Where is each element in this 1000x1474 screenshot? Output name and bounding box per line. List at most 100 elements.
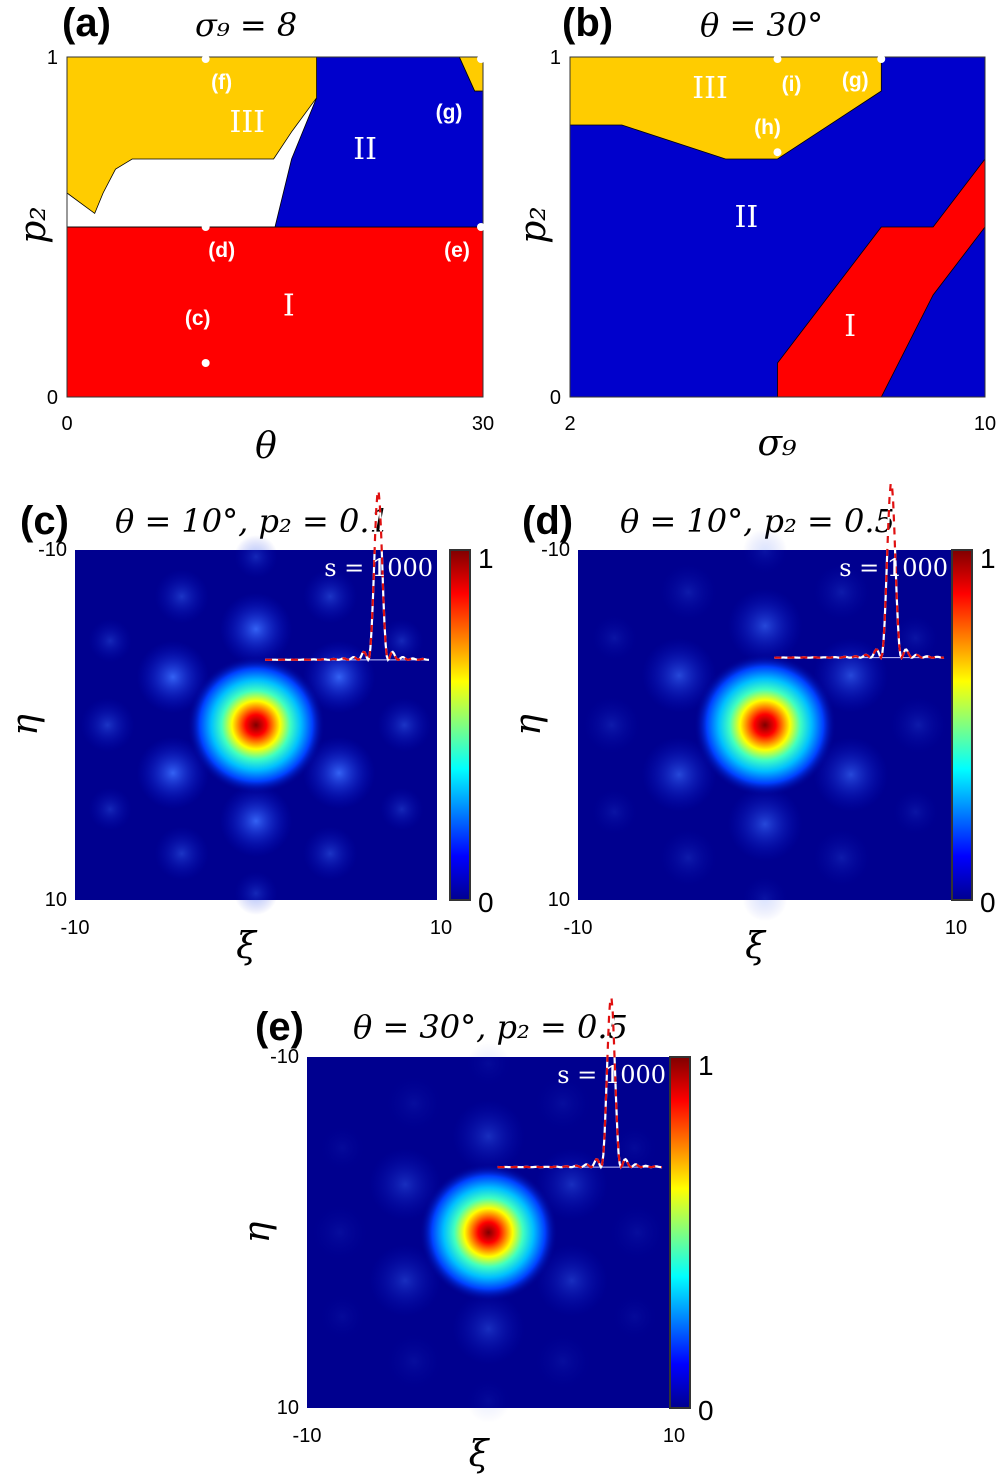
region-III-area bbox=[66, 56, 318, 215]
outer-lobe bbox=[660, 564, 717, 621]
panel-label: (a) bbox=[62, 1, 111, 45]
inset-profile-simulation bbox=[497, 995, 663, 1170]
point-label-f: (f) bbox=[211, 71, 232, 94]
region-III-label: III bbox=[229, 105, 265, 140]
marker-point-g bbox=[877, 55, 886, 63]
points-group: (i) (g) (h) bbox=[754, 55, 886, 157]
y-tick-min: 0 bbox=[550, 387, 561, 409]
y-tick-max: 10 bbox=[277, 1397, 299, 1419]
point-label-e: (e) bbox=[444, 239, 470, 262]
x-tick-min: 2 bbox=[564, 413, 575, 435]
outer-lobe bbox=[386, 1076, 442, 1131]
colorbar bbox=[951, 549, 973, 901]
panel-label: (b) bbox=[562, 1, 613, 45]
panel-label: (e) bbox=[255, 1005, 304, 1049]
outer-lobe bbox=[813, 564, 870, 621]
x-tick-min: 0 bbox=[61, 413, 72, 435]
outer-lobe bbox=[312, 1205, 367, 1260]
outer-lobe bbox=[320, 1295, 365, 1339]
outer-lobe bbox=[154, 826, 209, 881]
x-tick-min: -10 bbox=[61, 917, 90, 939]
outer-lobe bbox=[320, 1126, 365, 1170]
inset-scale-label: s = 1000 bbox=[557, 1061, 666, 1089]
x-tick-max: 30 bbox=[472, 413, 494, 435]
inner-lobe bbox=[727, 786, 803, 862]
point-label-c: (c) bbox=[185, 307, 211, 330]
outer-lobe bbox=[535, 1076, 591, 1131]
region-I-area bbox=[66, 226, 484, 398]
outer-lobe bbox=[742, 528, 788, 574]
points-group: (f) (g) (d) (e) (c) bbox=[185, 55, 485, 367]
y-tick-min: -10 bbox=[270, 1046, 299, 1068]
y-tick-max: 10 bbox=[45, 889, 67, 911]
x-tick-min: -10 bbox=[564, 917, 593, 939]
inner-lobe bbox=[368, 1244, 442, 1317]
x-tick-min: -10 bbox=[293, 1425, 322, 1447]
inner-lobe bbox=[641, 737, 717, 812]
central-peak bbox=[419, 1163, 558, 1302]
y-axis-label: p₂ bbox=[13, 206, 54, 243]
inset-profile-simulation bbox=[774, 481, 945, 661]
inner-lobe bbox=[452, 1292, 525, 1365]
outer-lobe bbox=[377, 697, 432, 753]
outer-lobe bbox=[610, 1205, 665, 1260]
marker-point-g bbox=[477, 55, 485, 63]
outer-lobe bbox=[591, 789, 637, 835]
outer-lobe bbox=[234, 534, 278, 579]
colorbar bbox=[669, 1056, 691, 1409]
x-axis-label: ξ bbox=[236, 926, 258, 967]
inner-lobe bbox=[535, 1244, 609, 1317]
inner-lobe bbox=[368, 1148, 442, 1221]
y-tick-min: -10 bbox=[541, 539, 570, 561]
outer-lobe bbox=[583, 696, 640, 754]
y-tick-min: -10 bbox=[38, 539, 67, 561]
x-tick-max: 10 bbox=[430, 917, 452, 939]
outer-lobe bbox=[303, 569, 358, 624]
panel-title: σ₉ = 8 bbox=[195, 6, 297, 44]
panel-label: (c) bbox=[20, 499, 69, 543]
inner-lobe bbox=[219, 784, 293, 858]
inner-lobe bbox=[136, 640, 210, 714]
panel-title: θ = 10°, p₂ = 0.1 bbox=[115, 502, 390, 540]
inset-profile-simulation bbox=[265, 488, 429, 663]
inner-lobe bbox=[219, 592, 293, 666]
y-tick-min: 0 bbox=[47, 387, 58, 409]
colorbar-min-label: 0 bbox=[478, 887, 494, 918]
outer-lobe bbox=[303, 826, 358, 881]
outer-lobe bbox=[80, 697, 135, 753]
point-label-d: (d) bbox=[208, 239, 235, 262]
inner-lobe bbox=[136, 736, 210, 810]
side-lobes bbox=[583, 528, 947, 922]
x-axis-label: ξ bbox=[469, 1434, 491, 1474]
region-II-label: II bbox=[353, 132, 377, 167]
outer-lobe bbox=[88, 787, 132, 831]
x-tick-max: 10 bbox=[663, 1425, 685, 1447]
outer-lobe bbox=[660, 829, 717, 886]
inner-lobe bbox=[452, 1100, 525, 1173]
y-axis-label: η bbox=[5, 714, 46, 736]
inner-lobe bbox=[813, 737, 889, 812]
x-tick-max: 10 bbox=[945, 917, 967, 939]
y-tick-max: 10 bbox=[548, 889, 570, 911]
marker-point-f bbox=[201, 55, 210, 63]
outer-lobe bbox=[466, 1379, 511, 1424]
x-axis-label: σ₉ bbox=[757, 423, 797, 464]
side-lobes bbox=[312, 1041, 665, 1424]
side-lobes bbox=[80, 534, 432, 916]
marker-point-h bbox=[773, 148, 782, 157]
outer-lobe bbox=[154, 569, 209, 624]
y-axis-label: η bbox=[508, 714, 549, 736]
region-III-label: III bbox=[692, 71, 728, 106]
point-label-h: (h) bbox=[754, 116, 781, 139]
marker-point-i bbox=[773, 55, 782, 63]
point-label-g: (g) bbox=[436, 101, 463, 124]
marker-point-e bbox=[477, 223, 485, 231]
outer-lobe bbox=[386, 1334, 442, 1389]
colorbar-max-label: 1 bbox=[980, 543, 996, 574]
outer-lobe bbox=[466, 1041, 511, 1086]
x-tick-max: 10 bbox=[974, 413, 996, 435]
central-peak bbox=[693, 653, 837, 797]
